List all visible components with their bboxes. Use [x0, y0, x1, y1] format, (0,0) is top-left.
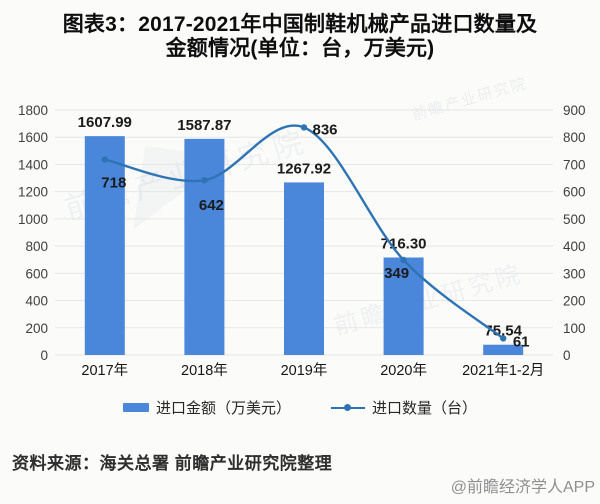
left-axis-tick: 400: [25, 294, 48, 309]
line-swatch-marker-icon: [344, 404, 351, 411]
line-value-label: 349: [384, 265, 409, 282]
bar-2018年: [184, 138, 225, 355]
bar-value-label: 75.54: [484, 323, 522, 340]
left-axis-tick: 1600: [18, 130, 48, 145]
left-axis-tick: 1400: [18, 157, 48, 172]
right-axis-tick: 0: [563, 348, 571, 363]
line-value-label: 718: [101, 175, 126, 192]
line-marker-2017年: [101, 156, 109, 163]
line-value-label: 836: [312, 121, 337, 138]
bar-value-label: 1267.92: [277, 160, 331, 177]
bar-value-label: 1607.99: [78, 114, 132, 131]
x-axis-label: 2021年1-2月: [462, 362, 544, 379]
bar-value-label: 716.30: [381, 236, 427, 253]
line-value-label: 642: [199, 197, 224, 214]
chart-legend: 进口金额（万美元） 进口数量（台）: [0, 397, 600, 418]
legend-label-import-amount: 进口金额（万美元）: [155, 400, 291, 417]
left-axis-tick: 0: [40, 348, 48, 363]
right-axis-tick: 200: [563, 294, 586, 309]
bar-2017年: [84, 136, 125, 355]
chart-title: 图表3：2017-2021年中国制鞋机械产品进口数量及 金额情况(单位：台，万美…: [0, 13, 600, 61]
x-axis-label: 2017年: [81, 362, 128, 379]
line-series-swatch-icon: [331, 402, 365, 414]
line-marker-2019年: [300, 124, 308, 131]
line-marker-2020年: [400, 256, 407, 264]
legend-item-import-amount: 进口金额（万美元）: [122, 397, 291, 418]
left-axis-tick: 600: [25, 266, 48, 281]
line-series-path: [104, 124, 504, 340]
bar-2019年: [284, 182, 324, 355]
line-marker-2018年: [201, 177, 208, 184]
data-source-note: 资料来源：海关总署 前瞻产业研究院整理: [12, 454, 333, 473]
right-axis-tick: 500: [563, 212, 586, 227]
left-axis-tick: 1200: [18, 185, 48, 200]
left-axis-tick: 1800: [18, 103, 48, 118]
right-axis-tick: 700: [563, 157, 586, 172]
right-axis-tick: 100: [563, 321, 586, 336]
line-marker-2021年1-2月: [500, 335, 507, 342]
chart-title-line1: 图表3：2017-2021年中国制鞋机械产品进口数量及: [62, 13, 538, 36]
credit-watermark: @前瞻经济学人APP: [450, 479, 595, 496]
right-axis-tick: 400: [563, 239, 586, 254]
right-axis-tick: 900: [563, 103, 586, 118]
x-axis-label: 2020年: [380, 362, 427, 379]
bar-2021年1-2月: [483, 344, 524, 355]
right-axis-tick: 600: [563, 185, 586, 200]
line-value-label: 61: [513, 333, 530, 350]
x-axis-label: 2019年: [281, 362, 328, 379]
combo-bar-line-chart: 0 200 400 600 800 1000 1200 1400 1600 1800 0 100 200…: [18, 103, 586, 379]
legend-label-import-quantity: 进口数量（台）: [372, 400, 478, 417]
right-axis-tick: 300: [563, 266, 586, 281]
left-axis-tick: 1000: [18, 212, 48, 227]
chart-title-line2: 金额情况(单位：台，万美元): [165, 37, 435, 60]
legend-item-import-quantity: 进口数量（台）: [331, 397, 477, 418]
x-axis-label: 2018年: [181, 362, 228, 379]
bar-series-swatch-icon: [122, 403, 149, 412]
left-axis-tick: 200: [25, 321, 48, 336]
bar-value-label: 1587.87: [177, 117, 231, 134]
right-axis-tick: 800: [563, 130, 586, 145]
left-axis-tick: 800: [25, 239, 48, 254]
